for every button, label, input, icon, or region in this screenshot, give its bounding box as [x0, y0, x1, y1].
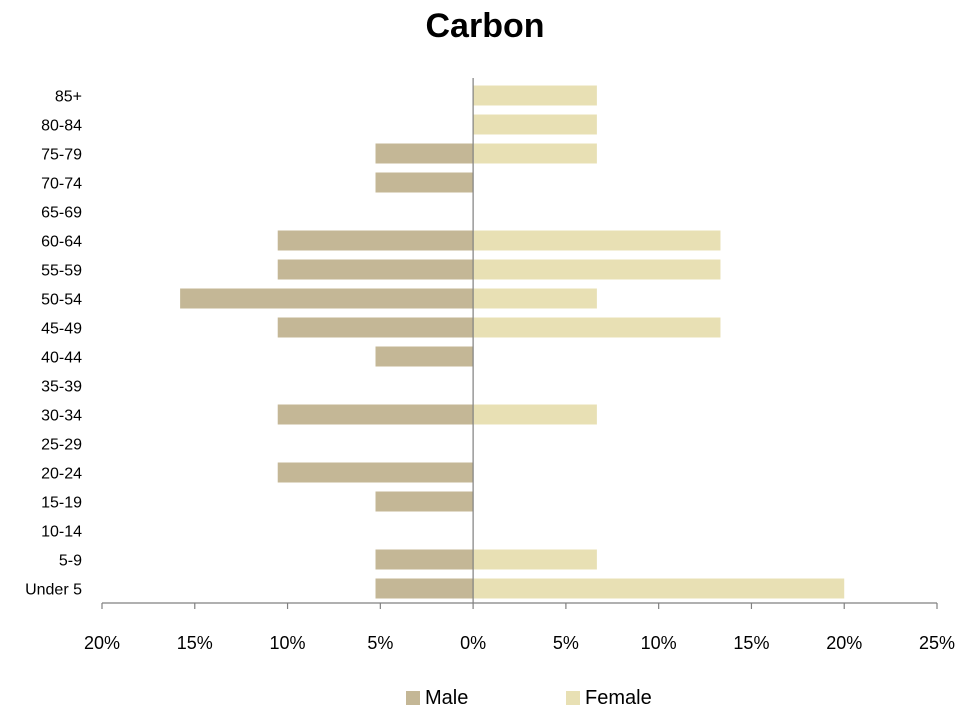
bar-male: [375, 346, 474, 367]
x-tick-label: 10%: [641, 633, 677, 653]
category-label: 10-14: [41, 524, 82, 541]
category-label: 35-39: [41, 379, 82, 396]
bars-group: [180, 85, 845, 599]
category-label: 40-44: [41, 350, 82, 367]
bar-female: [473, 549, 597, 570]
x-tick-label: 20%: [826, 633, 862, 653]
category-label: 85+: [55, 89, 82, 106]
bar-female: [473, 259, 721, 280]
category-label: 45-49: [41, 321, 82, 338]
category-label: 30-34: [41, 408, 82, 425]
bar-female: [473, 230, 721, 251]
x-tick-label: 15%: [177, 633, 213, 653]
x-tick-label: 25%: [919, 633, 955, 653]
bar-female: [473, 288, 597, 309]
bar-male: [375, 549, 474, 570]
category-label: 5-9: [59, 553, 82, 570]
legend-label: Male: [425, 687, 468, 709]
legend-swatch: [566, 691, 580, 705]
bar-female: [473, 143, 597, 164]
category-label: 75-79: [41, 147, 82, 164]
chart-title: Carbon: [426, 7, 545, 45]
category-label: 55-59: [41, 263, 82, 280]
x-tick-labels: 20% 15% 10% 5% 0% 5% 10% 15% 20% 25%: [84, 633, 955, 653]
x-tick-label: 0%: [460, 633, 486, 653]
category-label: 15-19: [41, 495, 82, 512]
bar-male: [375, 491, 474, 512]
legend-label: Female: [585, 687, 652, 709]
bar-female: [473, 317, 721, 338]
category-label: 20-24: [41, 466, 82, 483]
bar-female: [473, 114, 597, 135]
bar-male: [180, 288, 474, 309]
category-label: 25-29: [41, 437, 82, 454]
x-tick-label: 5%: [553, 633, 579, 653]
bar-male: [277, 259, 474, 280]
category-label: 50-54: [41, 292, 82, 309]
category-label: 70-74: [41, 176, 82, 193]
bar-female: [473, 578, 845, 599]
x-tick-label: 10%: [270, 633, 306, 653]
x-tick-label: 5%: [367, 633, 393, 653]
bar-male: [375, 578, 474, 599]
category-label: 80-84: [41, 118, 82, 135]
x-tick-label: 20%: [84, 633, 120, 653]
x-tick-label: 15%: [733, 633, 769, 653]
bar-male: [375, 172, 474, 193]
bar-female: [473, 85, 597, 106]
bar-male: [375, 143, 474, 164]
bar-male: [277, 230, 474, 251]
axes: [101, 78, 938, 609]
category-label: 65-69: [41, 205, 82, 222]
category-label: Under 5: [25, 582, 82, 599]
bar-male: [277, 317, 474, 338]
category-label: 60-64: [41, 234, 82, 251]
legend-swatch: [406, 691, 420, 705]
legend: Male Female: [406, 687, 652, 709]
bar-male: [277, 404, 474, 425]
bar-female: [473, 404, 597, 425]
category-labels: Under 5 5-9 10-14 15-19 20-24 25-29 30-34 35-39…: [25, 89, 82, 599]
bar-male: [277, 462, 474, 483]
